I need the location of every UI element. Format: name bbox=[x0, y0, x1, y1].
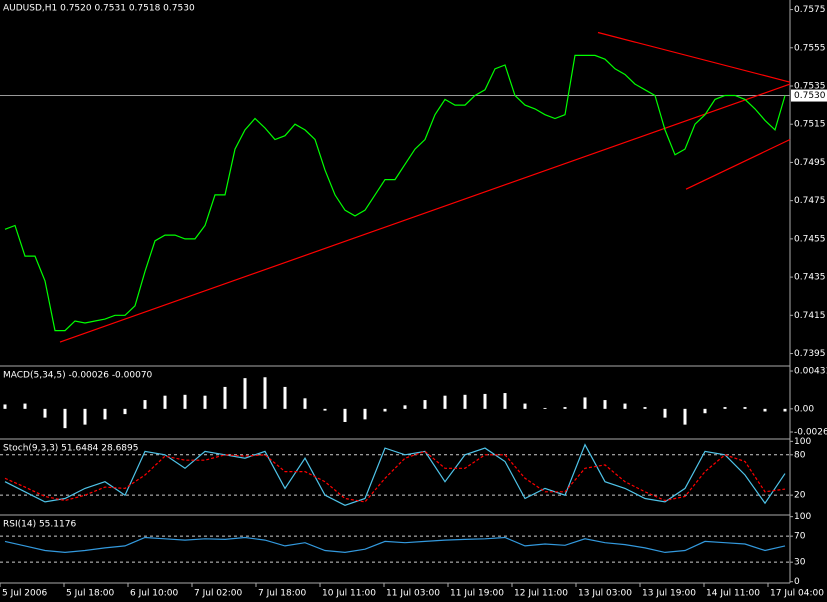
histogram-bar bbox=[43, 408, 47, 418]
trendline bbox=[59, 83, 791, 343]
y-tick-label: 100 bbox=[794, 512, 811, 522]
y-tick-label: 0.7435 bbox=[794, 273, 826, 283]
histogram-bar bbox=[623, 403, 627, 409]
histogram-bar bbox=[203, 395, 207, 409]
histogram-bar bbox=[363, 408, 367, 420]
y-tick-label: 80 bbox=[794, 450, 806, 460]
histogram-bar bbox=[303, 398, 307, 409]
panel-title: Stoch(9,3,3) 51.6484 28.6895 bbox=[3, 444, 138, 454]
histogram-bar bbox=[323, 408, 327, 411]
x-tick-label: 7 Jul 02:00 bbox=[194, 589, 243, 599]
histogram-bar bbox=[603, 400, 607, 409]
histogram-bar bbox=[283, 386, 287, 409]
x-tick-label: 10 Jul 11:00 bbox=[322, 589, 376, 599]
histogram-bar bbox=[723, 407, 727, 409]
histogram-bar bbox=[783, 408, 787, 412]
y-tick-label: 0.7415 bbox=[794, 311, 826, 321]
series-line bbox=[4, 443, 786, 506]
x-tick-label: 5 Jul 18:00 bbox=[66, 589, 115, 599]
current-price-label: 0.7530 bbox=[794, 91, 826, 101]
x-tick-label: 12 Jul 11:00 bbox=[514, 589, 568, 599]
x-tick-label: 6 Jul 10:00 bbox=[130, 589, 179, 599]
trendline bbox=[685, 138, 791, 190]
y-tick-label: 70 bbox=[794, 532, 806, 542]
histogram-bar bbox=[443, 395, 447, 409]
y-tick-label: 0.7495 bbox=[794, 158, 826, 168]
histogram-bar bbox=[423, 400, 427, 409]
histogram-bar bbox=[543, 407, 547, 409]
y-tick-label: 0.7555 bbox=[794, 43, 826, 53]
histogram-bar bbox=[643, 407, 647, 409]
histogram-bar bbox=[523, 403, 527, 409]
y-tick-label: 0.00431 bbox=[794, 367, 827, 377]
x-tick-label: 5 Jul 2006 bbox=[2, 589, 47, 599]
x-tick-label: 13 Jul 19:00 bbox=[642, 589, 696, 599]
histogram-bar bbox=[483, 393, 487, 409]
series-line bbox=[4, 536, 786, 554]
histogram-bar bbox=[563, 407, 567, 409]
panel-title: RSI(14) 55.1176 bbox=[3, 520, 76, 530]
x-tick-label: 17 Jul 04:00 bbox=[770, 589, 824, 599]
x-tick-label: 14 Jul 11:00 bbox=[706, 589, 760, 599]
y-tick-label: 0 bbox=[794, 577, 800, 587]
series-line bbox=[4, 450, 786, 503]
histogram-bar bbox=[583, 397, 587, 409]
x-tick-label: 7 Jul 18:00 bbox=[258, 589, 307, 599]
histogram-bar bbox=[123, 408, 127, 415]
histogram-bar bbox=[503, 393, 507, 409]
histogram-bar bbox=[463, 394, 467, 409]
current-price-box bbox=[791, 89, 827, 102]
histogram-bar bbox=[143, 400, 147, 409]
histogram-bar bbox=[263, 377, 267, 409]
histogram-bar bbox=[383, 408, 387, 412]
y-tick-label: 0.7515 bbox=[794, 120, 826, 130]
x-tick-label: 13 Jul 03:00 bbox=[578, 589, 632, 599]
x-tick-label: 11 Jul 03:00 bbox=[386, 589, 440, 599]
y-tick-label: -0.00264 bbox=[794, 428, 827, 438]
y-tick-label: 0.7475 bbox=[794, 196, 826, 206]
trendline bbox=[597, 31, 791, 83]
series-line bbox=[4, 54, 786, 332]
histogram-bar bbox=[183, 394, 187, 409]
histogram-bar bbox=[743, 407, 747, 409]
y-tick-label: 0.7395 bbox=[794, 349, 826, 359]
histogram-bar bbox=[63, 408, 67, 429]
histogram-bar bbox=[163, 395, 167, 409]
x-tick-label: 11 Jul 19:00 bbox=[450, 589, 504, 599]
y-tick-label: 100 bbox=[794, 437, 811, 447]
y-tick-label: 30 bbox=[794, 558, 806, 568]
histogram-bar bbox=[763, 408, 767, 412]
y-tick-label: 0.00 bbox=[794, 404, 814, 414]
histogram-bar bbox=[103, 408, 107, 420]
histogram-bar bbox=[663, 408, 667, 418]
y-tick-label: 0.7575 bbox=[794, 5, 826, 15]
y-tick-label: 0.7455 bbox=[794, 234, 826, 244]
panel-title: MACD(5,34,5) -0.00026 -0.00070 bbox=[3, 371, 153, 381]
histogram-bar bbox=[243, 378, 247, 409]
histogram-bar bbox=[3, 404, 7, 409]
histogram-bar bbox=[683, 408, 687, 425]
histogram-bar bbox=[223, 386, 227, 409]
histogram-bar bbox=[343, 408, 347, 422]
y-tick-label: 0.7535 bbox=[794, 81, 826, 91]
histogram-bar bbox=[23, 403, 27, 409]
histogram-bar bbox=[703, 408, 707, 414]
histogram-bar bbox=[83, 408, 87, 425]
histogram-bar bbox=[403, 405, 407, 409]
panel-title: AUDUSD,H1 0.7520 0.7531 0.7518 0.7530 bbox=[3, 4, 195, 14]
y-tick-label: 20 bbox=[794, 491, 806, 501]
